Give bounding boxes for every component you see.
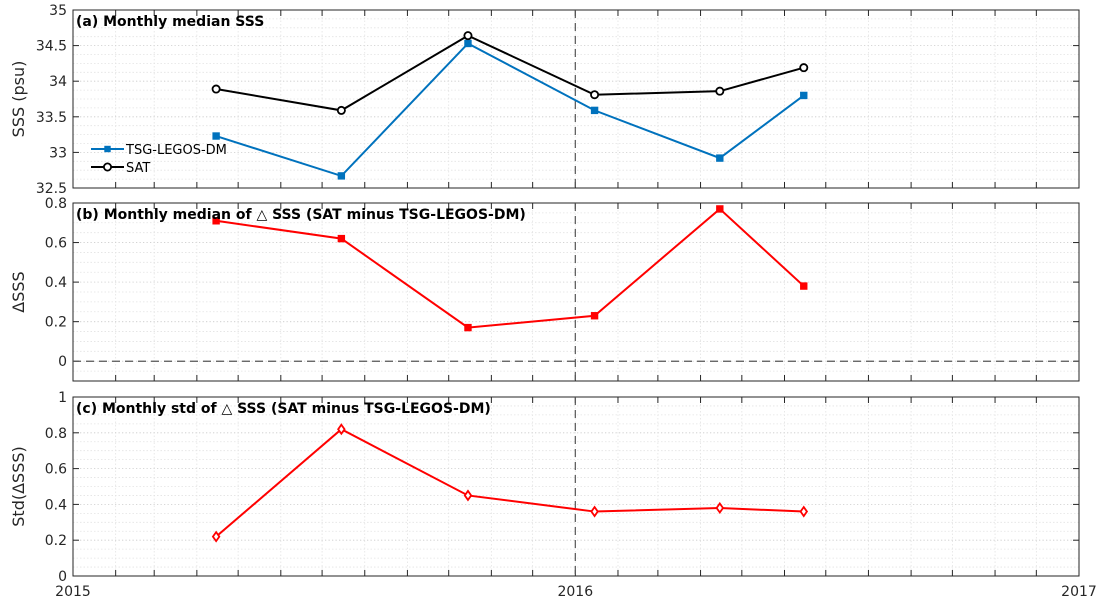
- series-line: [215, 42, 805, 178]
- data-point: [799, 63, 809, 73]
- series-line: [215, 207, 805, 329]
- y-tick-label: 0: [58, 354, 67, 370]
- axes-box: [72, 396, 1080, 577]
- data-point: [590, 505, 599, 518]
- legend-marker: [103, 162, 113, 172]
- panel-c: 0 0.2 0.4 0.6 0.8 1 2015 2016 2017 Std(ΔSSS) (c) M…: [9, 390, 1097, 600]
- axes-box: [72, 9, 1080, 189]
- y-tick-label: 0.4: [45, 497, 67, 513]
- data-point: [800, 282, 808, 290]
- data-point: [464, 323, 472, 332]
- data-point: [211, 530, 221, 543]
- y-tick-label: 33.5: [36, 110, 67, 126]
- data-point: [715, 501, 725, 515]
- y-axis-label: Std(ΔSSS): [9, 446, 28, 526]
- panel-a: 32.5 33 33.5 34 34.5 35 SSS (psu) (a) Monthly m…: [9, 3, 1080, 197]
- data-point: [715, 86, 725, 96]
- series-line: [215, 428, 804, 538]
- y-axis-label: ΔSSS: [9, 271, 28, 312]
- panel-title: (b) Monthly median of △ SSS (SAT minus T…: [76, 207, 526, 223]
- data-point: [716, 154, 724, 162]
- axes-box: [72, 202, 1080, 382]
- y-tick-label: 0.2: [45, 533, 67, 549]
- data-point: [337, 172, 346, 180]
- y-tick-label: 0.8: [45, 196, 67, 212]
- panel-b: 0 0.2 0.4 0.6 0.8 ΔSSS (b) Monthly median of △…: [9, 196, 1080, 382]
- series-1: [211, 31, 809, 115]
- data-point: [464, 39, 472, 48]
- y-tick-label: 32.5: [36, 181, 67, 197]
- y-tick-label: 33: [49, 145, 67, 161]
- y-axis-label: SSS (psu): [9, 61, 28, 138]
- data-point: [590, 312, 599, 320]
- y-tick-label: 0.8: [45, 426, 67, 442]
- data-point: [211, 84, 221, 94]
- panel-title: (c) Monthly std of △ SSS (SAT minus TSG-…: [76, 401, 491, 417]
- data-point: [337, 234, 346, 243]
- data-point: [463, 489, 473, 502]
- x-tick-label: 2017: [1061, 584, 1097, 600]
- legend: TSG-LEGOS-DM SAT: [91, 143, 227, 176]
- y-tick-label: 0.2: [45, 315, 67, 331]
- data-point: [590, 106, 599, 115]
- legend-label: TSG-LEGOS-DM: [125, 143, 227, 158]
- series-0: [212, 205, 808, 332]
- data-point: [800, 91, 808, 100]
- y-tick-label: 0.4: [45, 275, 67, 291]
- y-tick-label: 34.5: [36, 39, 67, 55]
- y-tick-label: 0.6: [45, 462, 67, 478]
- data-point: [716, 205, 724, 213]
- y-tick-label: 34: [49, 74, 67, 90]
- data-point: [799, 505, 809, 518]
- data-point: [212, 217, 220, 225]
- panel-title: (a) Monthly median SSS: [76, 14, 264, 30]
- series-0: [211, 423, 809, 543]
- x-tick-label: 2015: [55, 584, 91, 600]
- data-point: [463, 31, 473, 41]
- data-point: [590, 90, 600, 100]
- y-tick-label: 1: [58, 390, 67, 406]
- y-tick-label: 0: [58, 569, 67, 585]
- legend-marker: [104, 145, 111, 153]
- data-point: [212, 132, 220, 140]
- x-tick-label: 2016: [557, 584, 593, 600]
- legend-label: SAT: [126, 161, 150, 176]
- series-line: [215, 34, 805, 112]
- y-tick-label: 35: [49, 3, 67, 19]
- y-tick-label: 0.6: [45, 236, 67, 252]
- series-0: [212, 39, 808, 180]
- data-point: [336, 105, 346, 115]
- data-point: [337, 423, 346, 436]
